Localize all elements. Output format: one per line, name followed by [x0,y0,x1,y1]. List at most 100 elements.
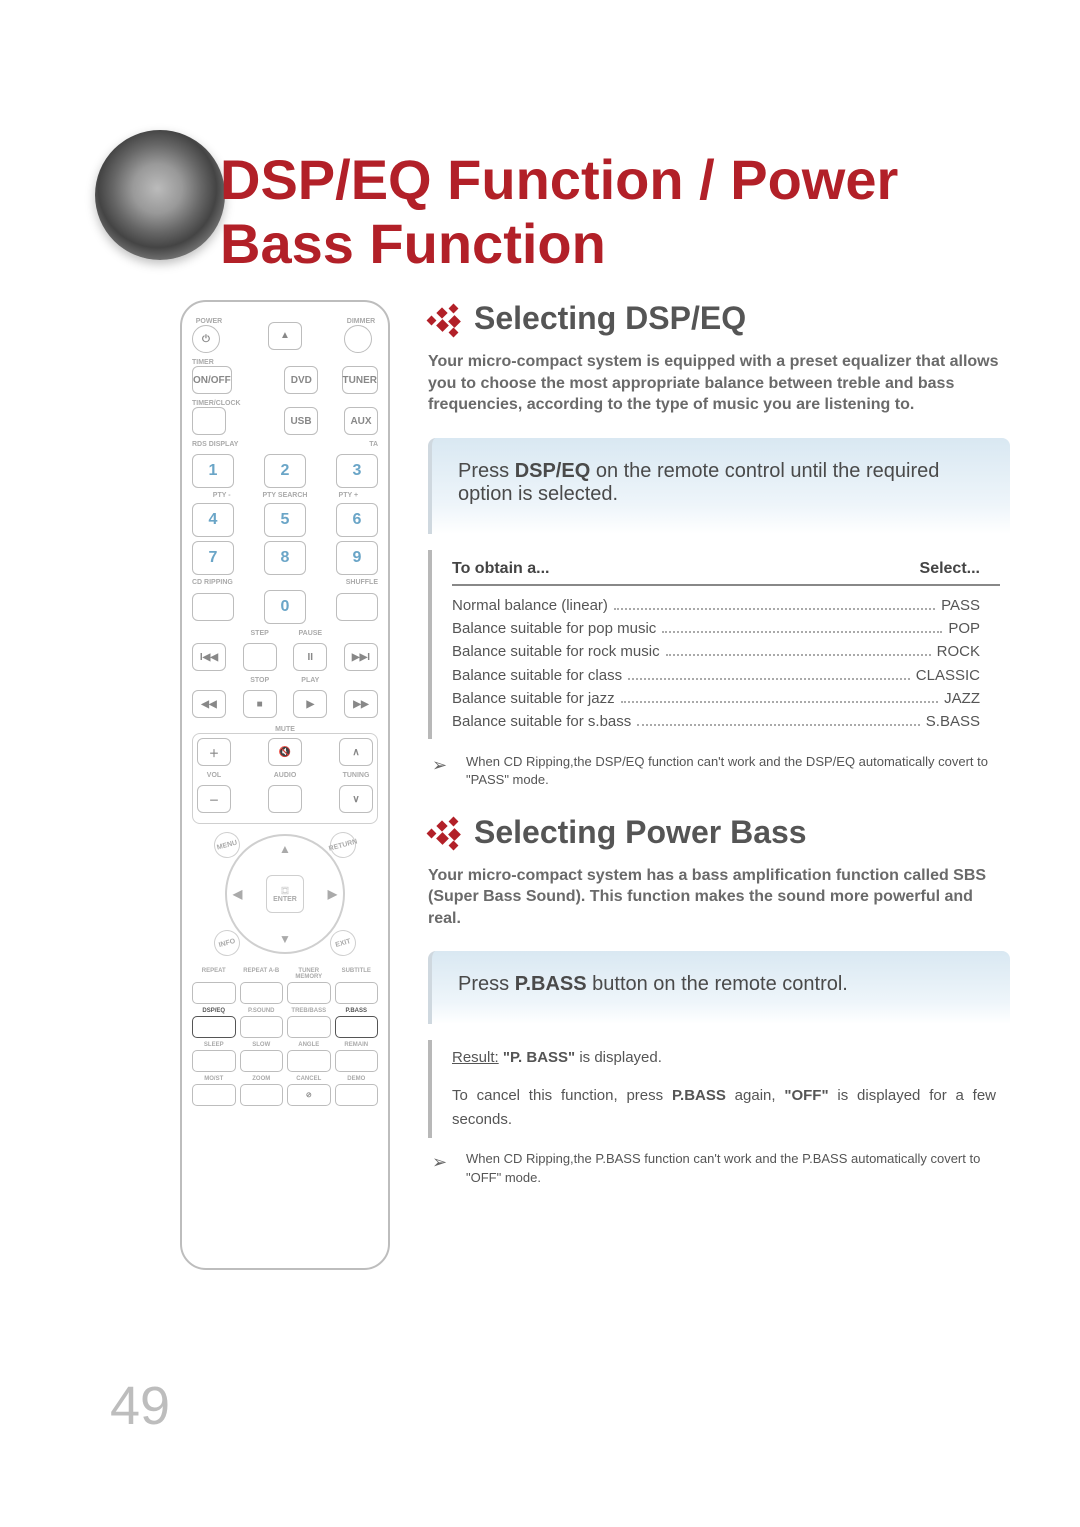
dsp-note-text: When CD Ripping,the DSP/EQ function can'… [466,753,1010,789]
vol-tuning-group: ＋ 🔇 ∧ VOLAUDIOTUNING － ∨ [192,733,378,824]
dsp-heading: Selecting DSP/EQ [474,300,746,337]
tuner-button: TUNER [342,366,378,394]
cdripping-button [192,593,234,621]
pause-button: II [293,643,327,671]
dvd-button: DVD [284,366,318,394]
eq-row-label: Balance suitable for class [452,664,622,687]
eject-button: ▲ [268,322,302,350]
heading-ornament-icon [428,303,464,335]
play-label: PLAY [293,677,327,684]
note-arrow-icon: ➢ [432,753,456,789]
onoff-button: ON/OFF [192,366,232,394]
rew-button: ◀◀ [192,690,226,718]
repeat-button [192,982,236,1004]
timerclock-button [192,407,226,435]
dspeq-label: DSP/EQ [192,1008,236,1014]
eq-row-label: Balance suitable for pop music [452,617,656,640]
note-arrow-icon: ➢ [432,1150,456,1186]
sleep-label: SLEEP [192,1042,236,1048]
eq-row-label: Balance suitable for jazz [452,687,615,710]
mute-label: MUTE [192,726,378,733]
speaker-graphic [95,130,225,260]
audio-button [268,785,302,813]
key-2: 2 [264,454,306,488]
dsp-instr-pre: Press [458,460,515,482]
vol-label: VOL [197,772,231,779]
exit-icon: EXIT [327,927,359,959]
dsp-instruction-panel: Press DSP/EQ on the remote control until… [428,438,1010,534]
angle-label: ANGLE [287,1042,331,1048]
dsp-intro: Your micro-compact system is equipped wi… [428,351,1010,416]
zoom-label: ZOOM [240,1076,284,1082]
nav-right-icon: ▶ [328,887,337,901]
psound-button [240,1016,284,1038]
table-row: Balance suitable for s.bassS.BASS [452,710,1000,733]
nav-wrapper: MENU RETURN ▲ ▼ ◀ ▶ ⿴ENTER INFO EXIT [192,834,378,954]
tuning-up-button: ∧ [339,738,373,766]
key-6: 6 [336,503,378,537]
tuner-memory-label: TUNER MEMORY [287,968,331,980]
pause-label: PAUSE [293,630,327,637]
eq-row-value: PASS [941,594,1000,617]
repeat-ab-button [240,982,284,1004]
step-label: STEP [243,630,277,637]
trebbass-button [287,1016,331,1038]
key-0: 0 [264,590,306,624]
repeat-ab-label: REPEAT A-B [240,968,284,980]
table-row: Balance suitable for rock musicROCK [452,640,1000,663]
usb-button: USB [284,407,318,435]
dot-leader [614,596,935,610]
pbass-label: P.BASS [335,1008,379,1014]
trebbass-label: TREB/BASS [287,1008,331,1014]
table-row: Balance suitable for jazzJAZZ [452,687,1000,710]
dsp-eq-table: To obtain a... Select... Normal balance … [428,550,1010,740]
cancel-pre: To cancel this function, press [452,1087,672,1104]
nav-pad: ▲ ▼ ◀ ▶ ⿴ENTER [225,834,345,954]
key-9: 9 [336,541,378,575]
eq-row-label: Normal balance (linear) [452,594,608,617]
pty-minus-label: PTY - [192,492,251,499]
shuffle-label: SHUFFLE [336,579,378,586]
func-row-d: ⊘ [192,1084,378,1106]
cdripping-label: CD RIPPING [192,579,234,586]
audio-label: AUDIO [268,772,302,779]
func-row-b [192,1016,378,1038]
pty-search-label: PTY SEARCH [255,492,314,499]
pbass-instruction-panel: Press P.BASS button on the remote contro… [428,951,1010,1024]
cancel-bold1: P.BASS [672,1087,726,1104]
table-row: Normal balance (linear) PASS [452,594,1000,617]
dot-leader [666,643,931,657]
func-row-c [192,1050,378,1072]
dsp-instr-bold: DSP/EQ [515,460,591,482]
page-title: DSP/EQ Function / Power Bass Function [220,148,1010,277]
enter-button: ⿴ENTER [266,875,304,913]
cancel-label: CANCEL [287,1076,331,1082]
subtitle-button [335,982,379,1004]
pbass-note: ➢ When CD Ripping,the P.BASS function ca… [432,1150,1010,1186]
psound-label: P.SOUND [240,1008,284,1014]
page-number: 49 [110,1375,170,1437]
remote-control-illustration: POWER ⏻ ▲ DIMMER TIMER ON/OFF DVD TUNER … [180,300,390,1270]
demo-button [335,1084,379,1106]
result-post: is displayed. [575,1049,662,1066]
key-4: 4 [192,503,234,537]
key-5: 5 [264,503,306,537]
zoom-button [240,1084,284,1106]
tuner-memory-button [287,982,331,1004]
nav-down-icon: ▼ [279,932,291,946]
pbass-instr-bold: P.BASS [515,973,587,995]
dot-leader [628,666,910,680]
func-row-a [192,982,378,1004]
most-label: MO/ST [192,1076,236,1082]
eq-header-right: Select... [920,560,980,578]
dot-leader [662,620,942,634]
func-row-a-labels: REPEAT REPEAT A-B TUNER MEMORY SUBTITLE [192,968,378,980]
eq-row-label: Balance suitable for rock music [452,640,660,663]
manual-page: DSP/EQ Function / Power Bass Function PO… [0,0,1080,1527]
fwd-button: ▶▶ [344,690,378,718]
eq-row-value: POP [948,617,1000,640]
dot-leader [621,689,939,703]
eq-row-value: CLASSIC [916,664,1000,687]
func-row-b-labels: DSP/EQ P.SOUND TREB/BASS P.BASS [192,1008,378,1014]
result-bold: "P. BASS" [503,1049,575,1066]
